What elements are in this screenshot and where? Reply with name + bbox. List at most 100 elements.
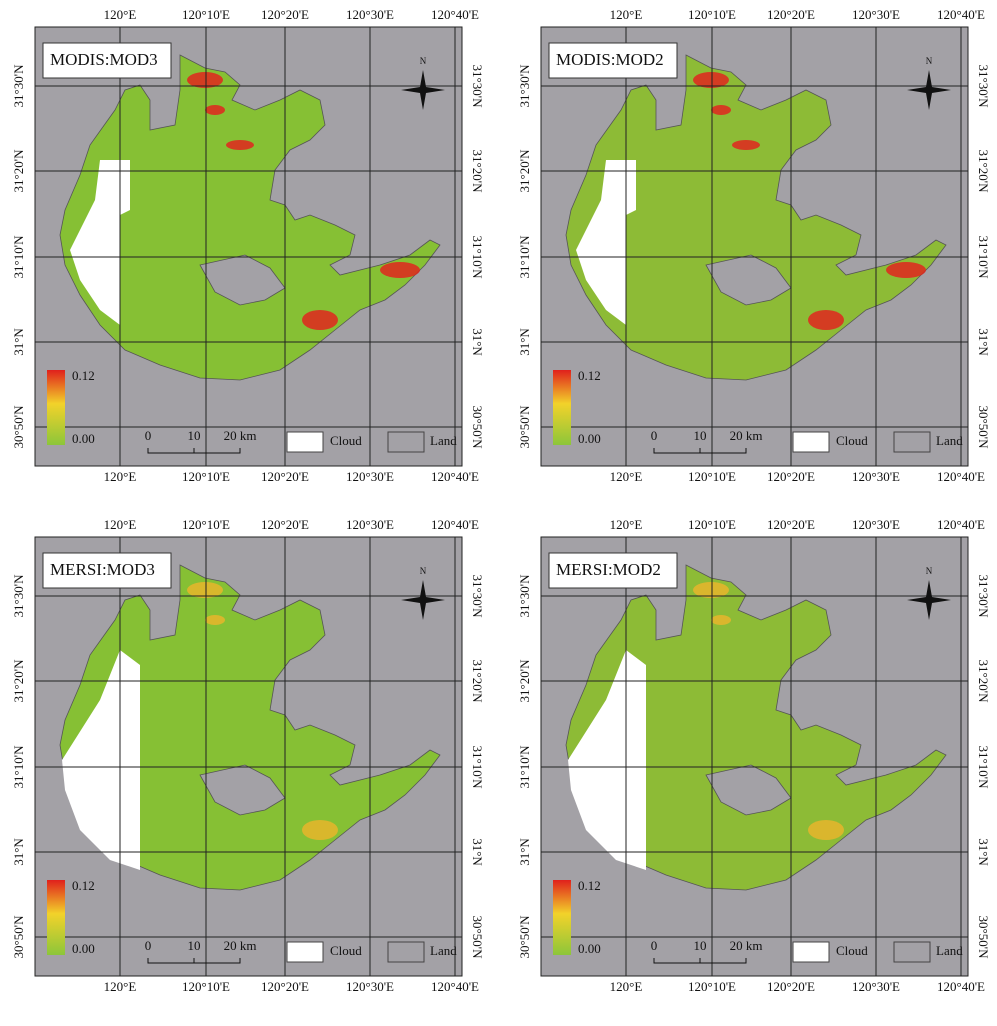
lat-label: 30°50'N	[976, 916, 991, 960]
lat-label: 31°10'N	[976, 236, 991, 280]
color-ramp	[47, 370, 65, 445]
hotspot	[226, 140, 254, 150]
lat-label: 31°30'N	[517, 64, 532, 108]
lon-label: 120°30'E	[346, 517, 394, 532]
land-swatch	[894, 942, 930, 962]
lon-label: 120°10'E	[182, 517, 230, 532]
scale-label: 0	[651, 428, 658, 443]
cloud-swatch	[793, 432, 829, 452]
lon-label: 120°E	[610, 979, 643, 994]
lon-label: 120°20'E	[767, 979, 815, 994]
lat-label: 31°30'N	[470, 65, 485, 109]
hotspot	[886, 262, 926, 278]
legend-max: 0.12	[578, 368, 601, 383]
map-panel: 120°E120°E120°10'E120°10'E120°20'E120°20…	[11, 517, 485, 994]
lat-label: 31°20'N	[470, 150, 485, 194]
legend-max: 0.12	[72, 368, 95, 383]
scale-label: 10	[188, 938, 201, 953]
legend-min: 0.00	[72, 431, 95, 446]
legend-max: 0.12	[72, 878, 95, 893]
scale-label: 20 km	[224, 428, 257, 443]
color-ramp	[47, 880, 65, 955]
lat-label: 31°20'N	[11, 149, 26, 193]
lon-label: 120°40'E	[431, 469, 479, 484]
lon-label: 120°20'E	[261, 979, 309, 994]
lat-label: 30°50'N	[517, 915, 532, 959]
land-swatch	[388, 942, 424, 962]
lon-label: 120°10'E	[688, 469, 736, 484]
lon-label: 120°20'E	[261, 517, 309, 532]
lon-label: 120°20'E	[261, 7, 309, 22]
lat-label: 31°30'N	[976, 575, 991, 619]
lon-label: 120°30'E	[852, 7, 900, 22]
hotspot	[302, 310, 338, 330]
lon-label: 120°30'E	[852, 517, 900, 532]
lat-label: 31°N	[976, 838, 991, 866]
lon-label: 120°E	[104, 517, 137, 532]
lat-label: 30°50'N	[517, 405, 532, 449]
land-label: Land	[430, 433, 457, 448]
legend-max: 0.12	[578, 878, 601, 893]
lon-label: 120°30'E	[852, 469, 900, 484]
lat-label: 31°10'N	[976, 746, 991, 790]
lon-label: 120°40'E	[937, 517, 985, 532]
land-label: Land	[430, 943, 457, 958]
lon-label: 120°E	[104, 979, 137, 994]
color-ramp	[553, 880, 571, 955]
lon-label: 120°30'E	[346, 469, 394, 484]
hotspot	[808, 310, 844, 330]
lat-label: 31°10'N	[11, 235, 26, 279]
lon-label: 120°E	[610, 7, 643, 22]
hotspot	[732, 140, 760, 150]
hotspot	[380, 262, 420, 278]
lon-label: 120°40'E	[431, 517, 479, 532]
lat-label: 31°N	[11, 328, 26, 356]
cloud-label: Cloud	[330, 433, 362, 448]
lat-label: 31°10'N	[517, 235, 532, 279]
lat-label: 31°10'N	[470, 746, 485, 790]
lat-label: 31°N	[517, 838, 532, 866]
scale-label: 0	[145, 938, 152, 953]
lat-label: 31°N	[470, 328, 485, 356]
cloud-swatch	[287, 942, 323, 962]
cloud-swatch	[793, 942, 829, 962]
lon-label: 120°40'E	[937, 469, 985, 484]
hotspot	[711, 105, 731, 115]
lat-label: 31°20'N	[517, 149, 532, 193]
lat-label: 31°30'N	[470, 575, 485, 619]
panel-title: MERSI:MOD3	[50, 560, 155, 579]
land-swatch	[388, 432, 424, 452]
lon-label: 120°E	[610, 517, 643, 532]
land-label: Land	[936, 943, 963, 958]
legend-min: 0.00	[578, 941, 601, 956]
north-label: N	[926, 566, 933, 576]
lat-label: 31°20'N	[517, 659, 532, 703]
land-swatch	[894, 432, 930, 452]
map-panel: 120°E120°E120°10'E120°10'E120°20'E120°20…	[517, 7, 991, 484]
lon-label: 120°10'E	[688, 979, 736, 994]
color-ramp	[553, 370, 571, 445]
lon-label: 120°20'E	[767, 7, 815, 22]
lon-label: 120°10'E	[182, 469, 230, 484]
lat-label: 31°30'N	[11, 574, 26, 618]
lat-label: 31°20'N	[470, 660, 485, 704]
lon-label: 120°E	[610, 469, 643, 484]
lat-label: 31°10'N	[517, 745, 532, 789]
lat-label: 31°20'N	[976, 150, 991, 194]
map-panel: 120°E120°E120°10'E120°10'E120°20'E120°20…	[11, 7, 485, 484]
scale-label: 10	[694, 938, 707, 953]
lat-label: 31°30'N	[517, 574, 532, 618]
figure: 120°E 120°E 120°10'E 120°10'E 120°20'E 120°20…	[0, 0, 997, 1026]
cloud-label: Cloud	[836, 433, 868, 448]
map-panel: 120°E120°E120°10'E120°10'E120°20'E120°20…	[517, 517, 991, 994]
lat-label: 31°30'N	[11, 64, 26, 108]
lat-label: 31°20'N	[976, 660, 991, 704]
hotspot	[711, 615, 731, 625]
lon-label: 120°20'E	[767, 469, 815, 484]
scale-label: 0	[651, 938, 658, 953]
scale-label: 20 km	[730, 938, 763, 953]
hotspot	[205, 105, 225, 115]
scale-label: 10	[694, 428, 707, 443]
lon-label: 120°30'E	[346, 979, 394, 994]
scale-label: 20 km	[224, 938, 257, 953]
